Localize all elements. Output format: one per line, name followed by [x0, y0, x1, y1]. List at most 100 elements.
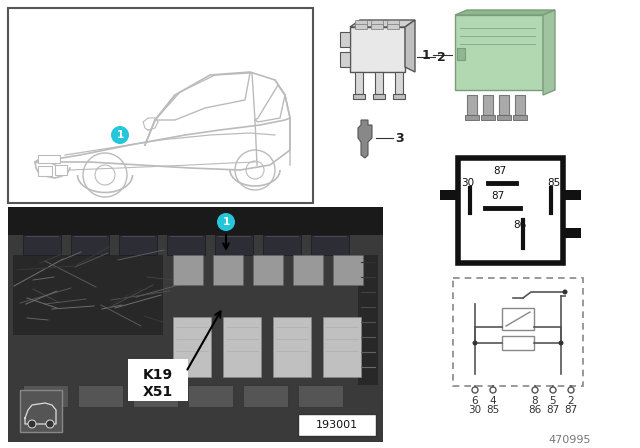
Bar	[458, 158, 563, 263]
Bar	[453, 278, 583, 386]
Text: 87: 87	[547, 405, 559, 415]
Text: 85: 85	[547, 178, 560, 188]
Bar	[373, 94, 385, 99]
Bar	[133, 385, 178, 407]
Text: 85: 85	[486, 405, 500, 415]
Bar	[38, 155, 60, 163]
Bar	[323, 317, 361, 377]
Text: 86: 86	[513, 220, 526, 230]
Bar	[8, 8, 313, 203]
Text: 87: 87	[564, 405, 578, 415]
Circle shape	[111, 126, 129, 144]
Bar	[502, 308, 534, 330]
Text: 87: 87	[493, 166, 507, 176]
Circle shape	[46, 420, 54, 428]
Text: 1: 1	[222, 217, 230, 227]
Text: 6: 6	[472, 396, 478, 406]
Bar	[253, 255, 283, 285]
Bar	[440, 190, 458, 200]
Bar	[78, 385, 123, 407]
Bar	[393, 94, 405, 99]
Bar	[263, 235, 301, 255]
Bar	[23, 385, 68, 407]
Polygon shape	[543, 10, 555, 95]
Text: 2: 2	[437, 51, 445, 64]
Bar	[499, 95, 509, 115]
Bar	[38, 166, 52, 176]
Bar	[340, 32, 350, 47]
Bar	[215, 235, 253, 255]
Bar	[167, 235, 205, 255]
Text: 30: 30	[461, 178, 474, 188]
Text: 193001: 193001	[316, 420, 358, 430]
Circle shape	[490, 387, 496, 393]
Bar	[465, 115, 479, 120]
Bar	[8, 207, 383, 235]
Bar	[298, 414, 376, 436]
Text: 470995: 470995	[548, 435, 591, 445]
Bar	[20, 390, 62, 432]
Circle shape	[559, 340, 563, 345]
Bar	[513, 115, 527, 120]
Text: 5: 5	[550, 396, 556, 406]
Bar	[457, 48, 465, 60]
Text: 1: 1	[421, 48, 430, 61]
Bar	[119, 235, 157, 255]
Text: 30: 30	[468, 405, 481, 415]
Bar	[355, 24, 367, 29]
Bar	[273, 317, 311, 377]
Bar	[481, 115, 495, 120]
Circle shape	[568, 387, 574, 393]
Bar	[355, 20, 367, 25]
Polygon shape	[358, 120, 372, 158]
Bar	[173, 255, 203, 285]
Bar	[355, 72, 363, 94]
FancyBboxPatch shape	[455, 15, 543, 90]
Bar	[188, 385, 233, 407]
Bar	[458, 158, 563, 263]
Bar	[23, 235, 61, 255]
Text: X51: X51	[143, 385, 173, 399]
Bar	[223, 317, 261, 377]
Bar	[293, 255, 323, 285]
Polygon shape	[405, 20, 415, 72]
Bar	[8, 207, 383, 442]
Circle shape	[28, 420, 36, 428]
Bar	[358, 255, 378, 385]
Bar	[483, 95, 493, 115]
Bar	[563, 190, 581, 200]
Bar	[71, 235, 109, 255]
Bar	[375, 72, 383, 94]
Bar	[128, 359, 188, 401]
Bar	[467, 95, 477, 115]
Text: 87: 87	[492, 191, 504, 201]
Text: 86: 86	[529, 405, 541, 415]
Polygon shape	[455, 10, 555, 15]
Bar	[387, 24, 399, 29]
Circle shape	[472, 340, 477, 345]
Text: 4: 4	[490, 396, 496, 406]
Polygon shape	[350, 20, 415, 27]
Text: 2: 2	[568, 396, 574, 406]
Circle shape	[550, 387, 556, 393]
Bar	[515, 95, 525, 115]
Bar	[298, 385, 343, 407]
Text: 1: 1	[116, 130, 124, 140]
Bar	[340, 52, 350, 67]
Bar	[353, 94, 365, 99]
Circle shape	[563, 289, 568, 294]
Bar	[55, 165, 67, 175]
Bar	[13, 255, 163, 335]
Bar	[395, 72, 403, 94]
Bar	[563, 228, 581, 238]
Bar	[387, 20, 399, 25]
Bar	[243, 385, 288, 407]
Bar	[333, 255, 363, 285]
Bar	[311, 235, 349, 255]
Bar	[502, 336, 534, 350]
Text: K19: K19	[143, 368, 173, 382]
Circle shape	[217, 213, 235, 231]
Text: 3: 3	[395, 132, 404, 145]
Bar	[350, 27, 405, 72]
Bar	[371, 20, 383, 25]
